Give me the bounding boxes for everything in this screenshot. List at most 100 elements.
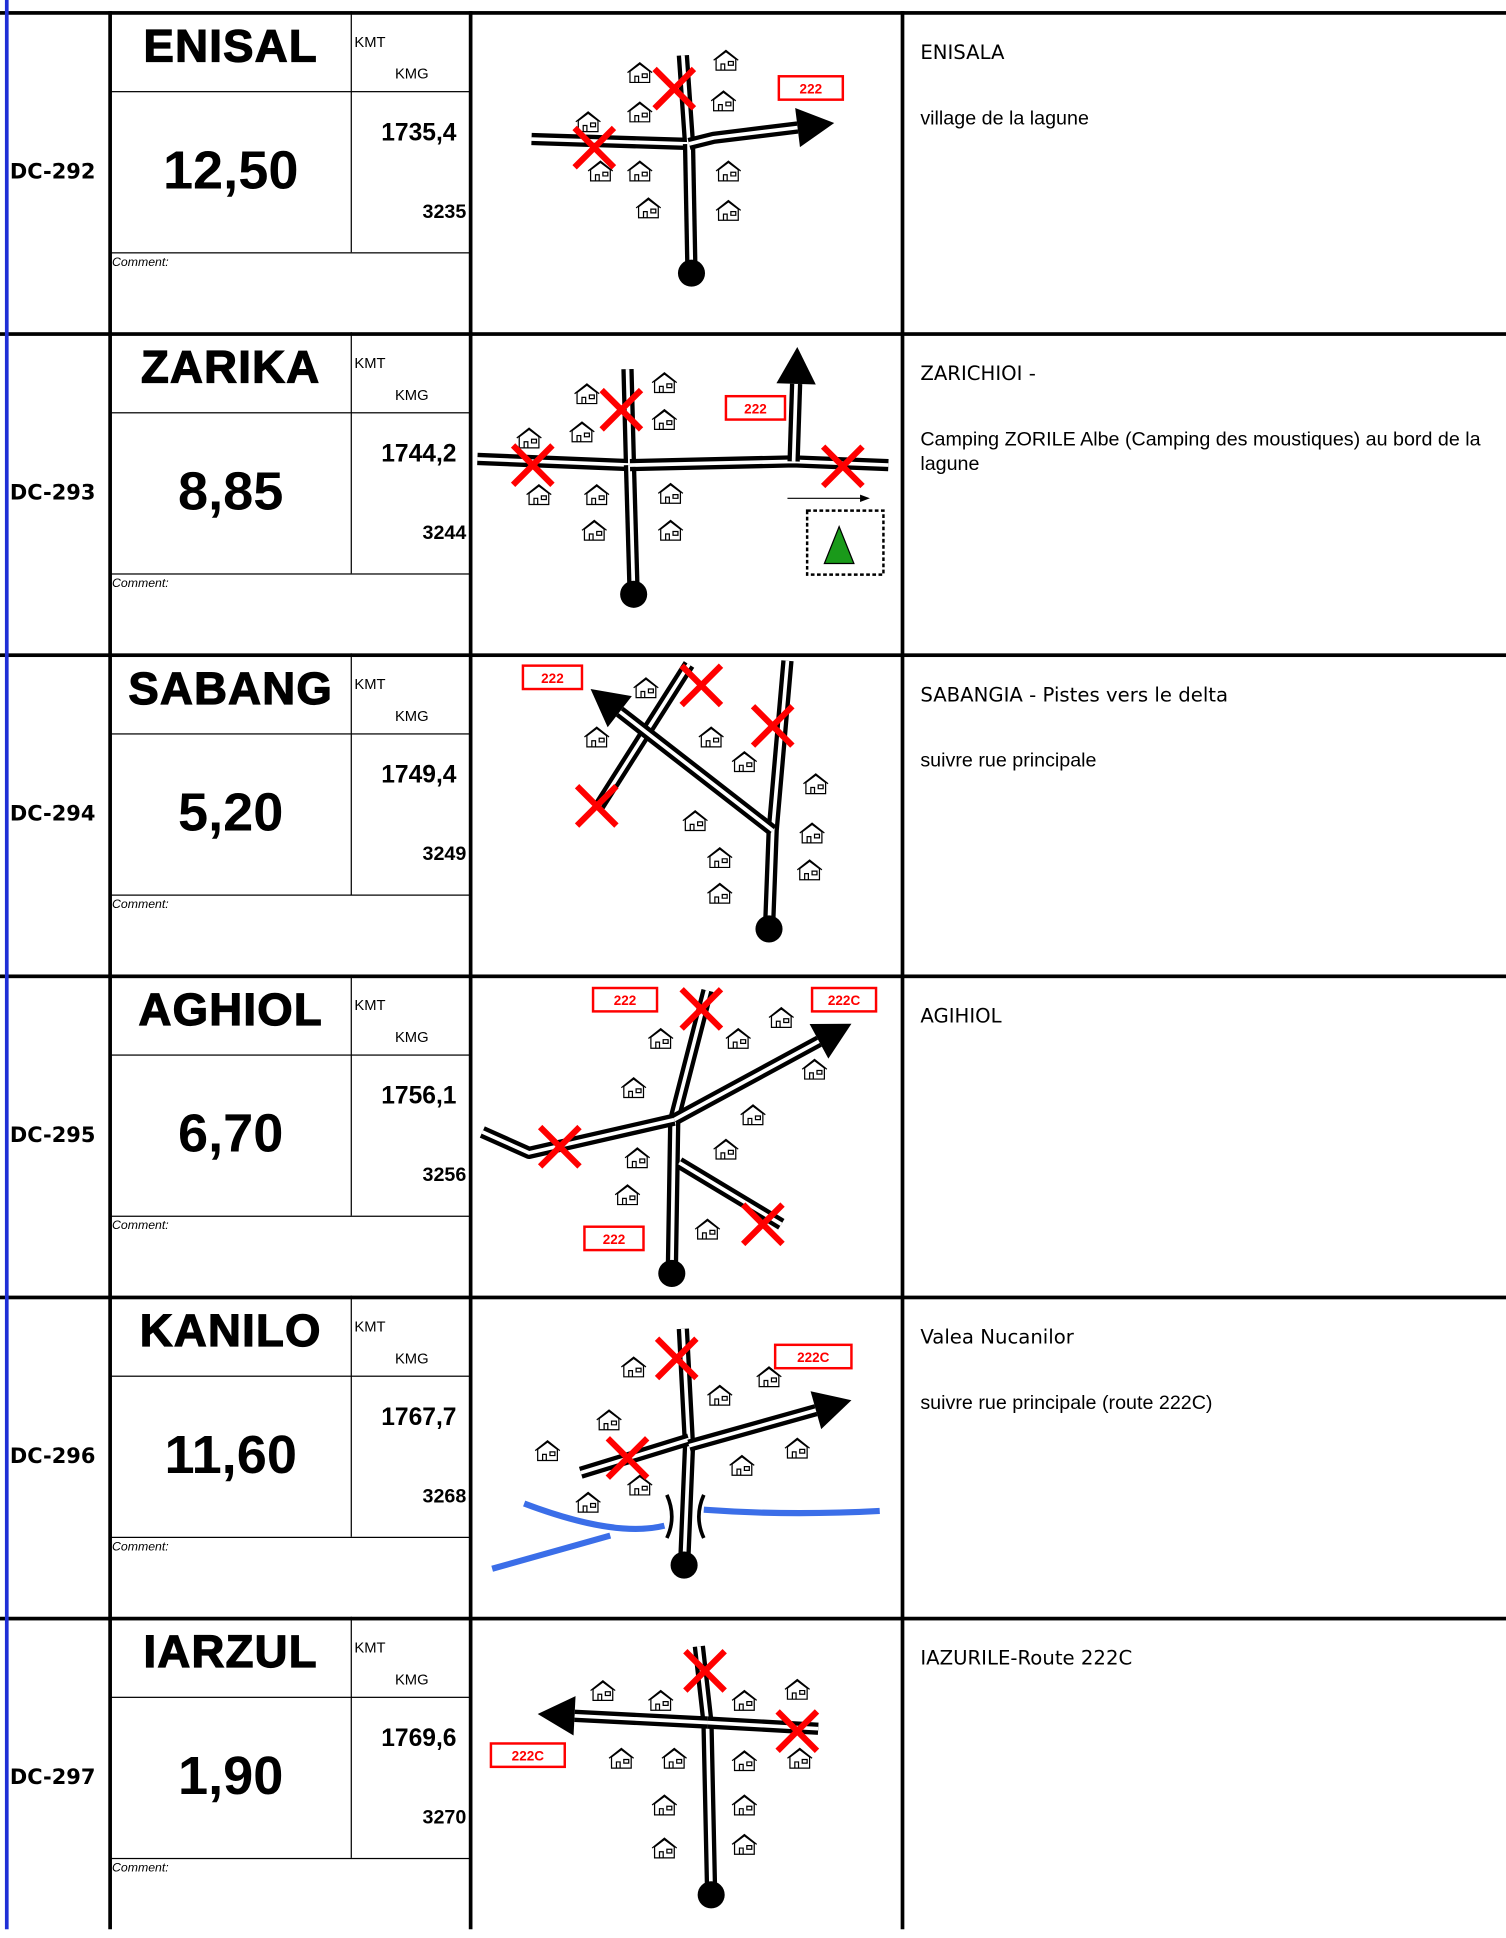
partial-distance: 8,85: [178, 461, 284, 522]
house: [731, 1794, 758, 1816]
cell-line: [350, 1375, 471, 1377]
cell-line: [109, 1375, 351, 1377]
partial-distance: 1,90: [178, 1745, 284, 1807]
house: [624, 1147, 651, 1169]
house: [608, 1747, 635, 1769]
kmt-value: 1744,2: [381, 440, 457, 468]
description: village de la lagune: [920, 108, 1089, 130]
cell-line: [109, 1054, 351, 1056]
road-center: [481, 1117, 675, 1155]
road-center: [580, 1437, 690, 1475]
cell-line: [109, 573, 471, 575]
description: suivre rue principale: [920, 750, 1097, 772]
kmg-label: KMG: [394, 1028, 429, 1046]
cell-line: [350, 1616, 352, 1858]
cell-line: [109, 1857, 471, 1860]
forbidden: [654, 1336, 699, 1381]
bridge: [665, 1494, 706, 1539]
row-border: [0, 1295, 1506, 1300]
house: [590, 1679, 616, 1702]
house: [796, 859, 823, 881]
house: [707, 1384, 733, 1406]
description: ZARICHIOI -: [920, 361, 1036, 386]
house: [661, 1747, 687, 1769]
kmt-label: KMT: [354, 675, 386, 693]
partial-distance: 6,70: [178, 1103, 284, 1164]
description: AGIHIOL: [920, 1004, 1002, 1028]
kmg-value: 3268: [422, 1486, 467, 1508]
house: [784, 1678, 810, 1700]
house: [715, 199, 742, 221]
house: [633, 677, 659, 699]
direction-arrow: [810, 1391, 852, 1430]
house: [526, 483, 552, 506]
kmt-label: KMT: [354, 33, 386, 51]
forbidden: [679, 987, 724, 1031]
direction-arrow: [795, 107, 835, 148]
road-sign: [583, 1225, 645, 1252]
house: [627, 61, 653, 84]
road-center: [628, 465, 636, 595]
house: [756, 1366, 782, 1388]
house: [694, 1218, 721, 1240]
cell-line: [350, 1295, 352, 1537]
description: Valea Nucanilor: [920, 1325, 1074, 1349]
cell-line: [350, 653, 352, 895]
house: [698, 726, 724, 748]
cell-line: [109, 91, 351, 93]
start-point: [697, 1881, 725, 1909]
house: [740, 1104, 766, 1126]
forbidden: [599, 387, 644, 432]
cell-line: [350, 1696, 471, 1698]
road-center: [791, 383, 798, 462]
house: [651, 1837, 678, 1859]
cell-line: [350, 332, 352, 574]
kmt-label: KMT: [354, 1317, 386, 1335]
house: [731, 750, 758, 773]
road-center: [574, 1713, 708, 1725]
house: [710, 90, 737, 112]
house: [584, 726, 610, 748]
row-id: DC-295: [9, 1122, 96, 1148]
description: suivre rue principale (route 222C): [920, 1392, 1213, 1414]
house: [657, 482, 684, 504]
start-point: [670, 1551, 698, 1579]
road-sign-label: 222: [744, 401, 767, 416]
partial-distance: 11,60: [164, 1424, 297, 1486]
place-name: SABANG: [128, 663, 334, 715]
house: [715, 160, 742, 182]
house: [651, 1794, 678, 1816]
place-name: ENISAL: [143, 20, 318, 72]
route-sketch: 222: [521, 660, 829, 943]
house: [801, 1058, 828, 1080]
kmg-label: KMG: [394, 707, 429, 725]
description: SABANGIA - Pistes vers le delta: [920, 682, 1229, 707]
partial-distance: 12,50: [162, 140, 299, 201]
road-center: [687, 143, 694, 274]
row-border: [0, 332, 1506, 336]
kmt-value: 1767,7: [381, 1403, 457, 1431]
row-id: DC-294: [9, 801, 96, 827]
cell-line: [109, 1696, 351, 1698]
kmg-value: 3270: [422, 1807, 467, 1829]
road-sign-label: 222C: [797, 1350, 830, 1365]
forbidden: [510, 443, 555, 487]
comment-label: Comment:: [111, 898, 169, 912]
start-point: [658, 1259, 686, 1287]
road-center: [688, 125, 798, 146]
road-sign: [810, 986, 878, 1013]
row-id: DC-296: [9, 1443, 96, 1469]
row-border: [0, 653, 1506, 658]
route-sketch: 222: [477, 346, 889, 608]
cell-line: [109, 412, 351, 414]
house: [620, 1077, 647, 1099]
column-line: [108, 11, 112, 1930]
road-sign: [489, 1742, 566, 1769]
house: [627, 101, 653, 123]
comment-label: Comment:: [111, 1540, 169, 1554]
direction-arrow: [590, 689, 632, 728]
kmg-label: KMG: [394, 386, 429, 404]
house: [657, 519, 684, 541]
row-border: [0, 974, 1506, 979]
